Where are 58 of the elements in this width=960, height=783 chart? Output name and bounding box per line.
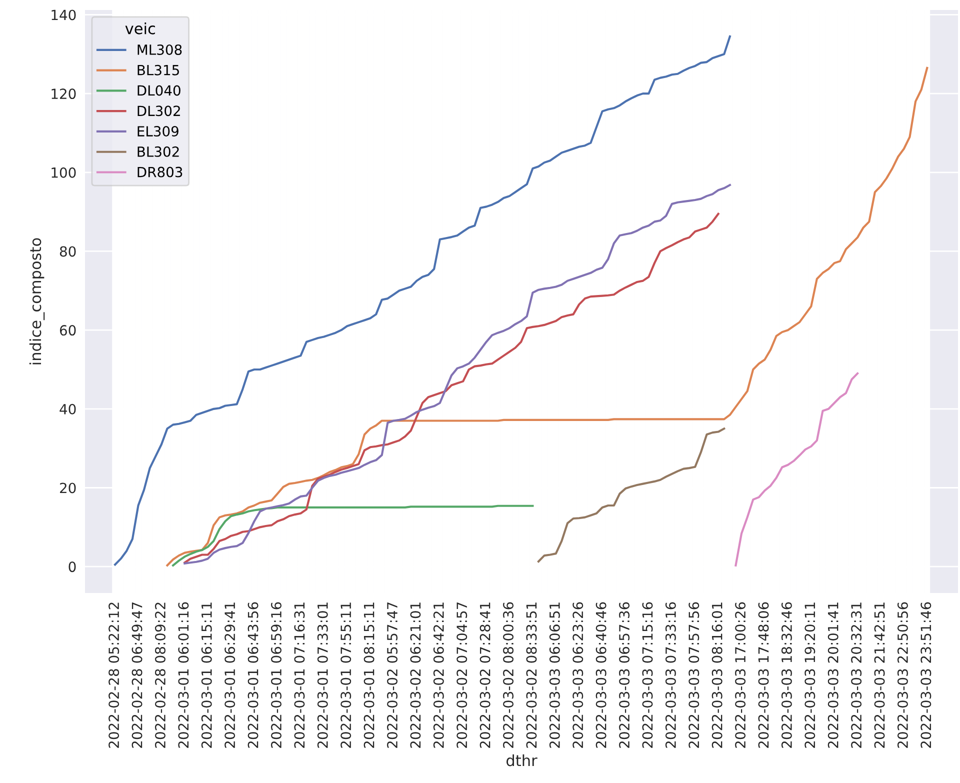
legend-label: ML308 [138, 44, 182, 55]
x-tick-label: 2022-03-02 08:00:36 [503, 602, 514, 748]
x-tick-label: 2022-03-01 06:29:41 [224, 602, 236, 748]
y-tick-label: 40 [60, 404, 76, 414]
x-tick-label: 2022-03-03 08:16:01 [712, 602, 722, 748]
x-axis-title: dthr [506, 754, 538, 766]
y-tick-label: 0 [68, 562, 76, 572]
x-tick-label: 2022-03-03 23:51:46 [920, 602, 932, 748]
line-series [537, 428, 726, 563]
x-tick-label: 2022-03-01 07:16:31 [294, 602, 305, 748]
x-tick-label: 2022-03-03 17:48:06 [758, 602, 769, 748]
x-tick-label: 2022-03-03 20:01:41 [828, 602, 838, 748]
legend-label: DL040 [138, 85, 180, 96]
x-tick-label: 2022-03-03 06:06:51 [549, 602, 560, 748]
x-tick-label: 2022-02-28 06:49:47 [132, 602, 142, 748]
x-tick-label: 2022-02-28 08:09:22 [154, 602, 166, 748]
x-tick-label: 2022-03-01 06:15:11 [201, 602, 212, 748]
x-tick-label: 2022-03-01 06:43:56 [248, 602, 258, 748]
x-tick-label: 2022-02-28 05:22:12 [108, 602, 120, 748]
x-tick-label: 2022-03-03 06:40:46 [596, 602, 606, 748]
x-tick-label: 2022-03-02 06:21:01 [410, 602, 421, 748]
x-tick-label: 2022-03-03 06:57:36 [619, 602, 630, 748]
x-tick-label: 2022-03-02 06:42:21 [433, 602, 444, 748]
line-series [114, 35, 731, 566]
legend-title: veic [125, 22, 155, 34]
x-tick-label: 2022-03-03 07:15:16 [642, 602, 653, 748]
legend-label: BL315 [138, 64, 179, 76]
y-tick-label: 80 [60, 246, 76, 257]
x-tick-label: 2022-03-03 07:57:56 [688, 602, 700, 748]
x-tick-label: 2022-03-03 06:23:26 [572, 602, 584, 748]
x-tick-label: 2022-03-03 21:42:51 [874, 602, 885, 748]
line-series [172, 504, 534, 566]
x-tick-label: 2022-03-02 07:04:57 [456, 602, 468, 748]
x-tick-label: 2022-03-03 18:32:46 [781, 602, 792, 748]
x-tick-label: 2022-03-03 17:00:26 [735, 602, 746, 748]
x-tick-label: 2022-03-03 07:33:16 [665, 602, 676, 748]
y-axis-title: indice_composto [29, 238, 45, 364]
line-series [734, 372, 859, 566]
legend-label: EL309 [138, 126, 178, 137]
x-tick-label: 2022-03-01 06:01:16 [178, 602, 189, 748]
y-tick-label: 140 [52, 10, 76, 20]
y-tick-label: 100 [52, 167, 76, 178]
legend-label: DL302 [138, 106, 180, 116]
y-tick-label: 60 [60, 325, 76, 336]
x-tick-label: 2022-03-02 08:33:51 [526, 602, 537, 748]
x-tick-label: 2022-03-02 07:28:41 [480, 602, 490, 748]
legend-label: DR803 [138, 166, 182, 178]
legend-label: BL302 [138, 146, 179, 157]
x-tick-label: 2022-03-03 19:20:11 [804, 602, 816, 748]
x-tick-label: 2022-03-03 20:32:31 [851, 602, 862, 748]
x-tick-label: 2022-03-03 22:50:56 [897, 602, 908, 748]
x-tick-label: 2022-03-02 05:57:47 [387, 602, 398, 748]
x-tick-label: 2022-03-01 07:33:01 [317, 602, 328, 748]
x-tick-label: 2022-03-01 08:15:11 [364, 602, 374, 748]
x-tick-label: 2022-03-01 06:59:16 [270, 602, 282, 748]
y-tick-label: 20 [60, 482, 76, 494]
x-tick-label: 2022-03-01 07:55:11 [340, 602, 352, 748]
y-tick-label: 120 [52, 88, 76, 100]
